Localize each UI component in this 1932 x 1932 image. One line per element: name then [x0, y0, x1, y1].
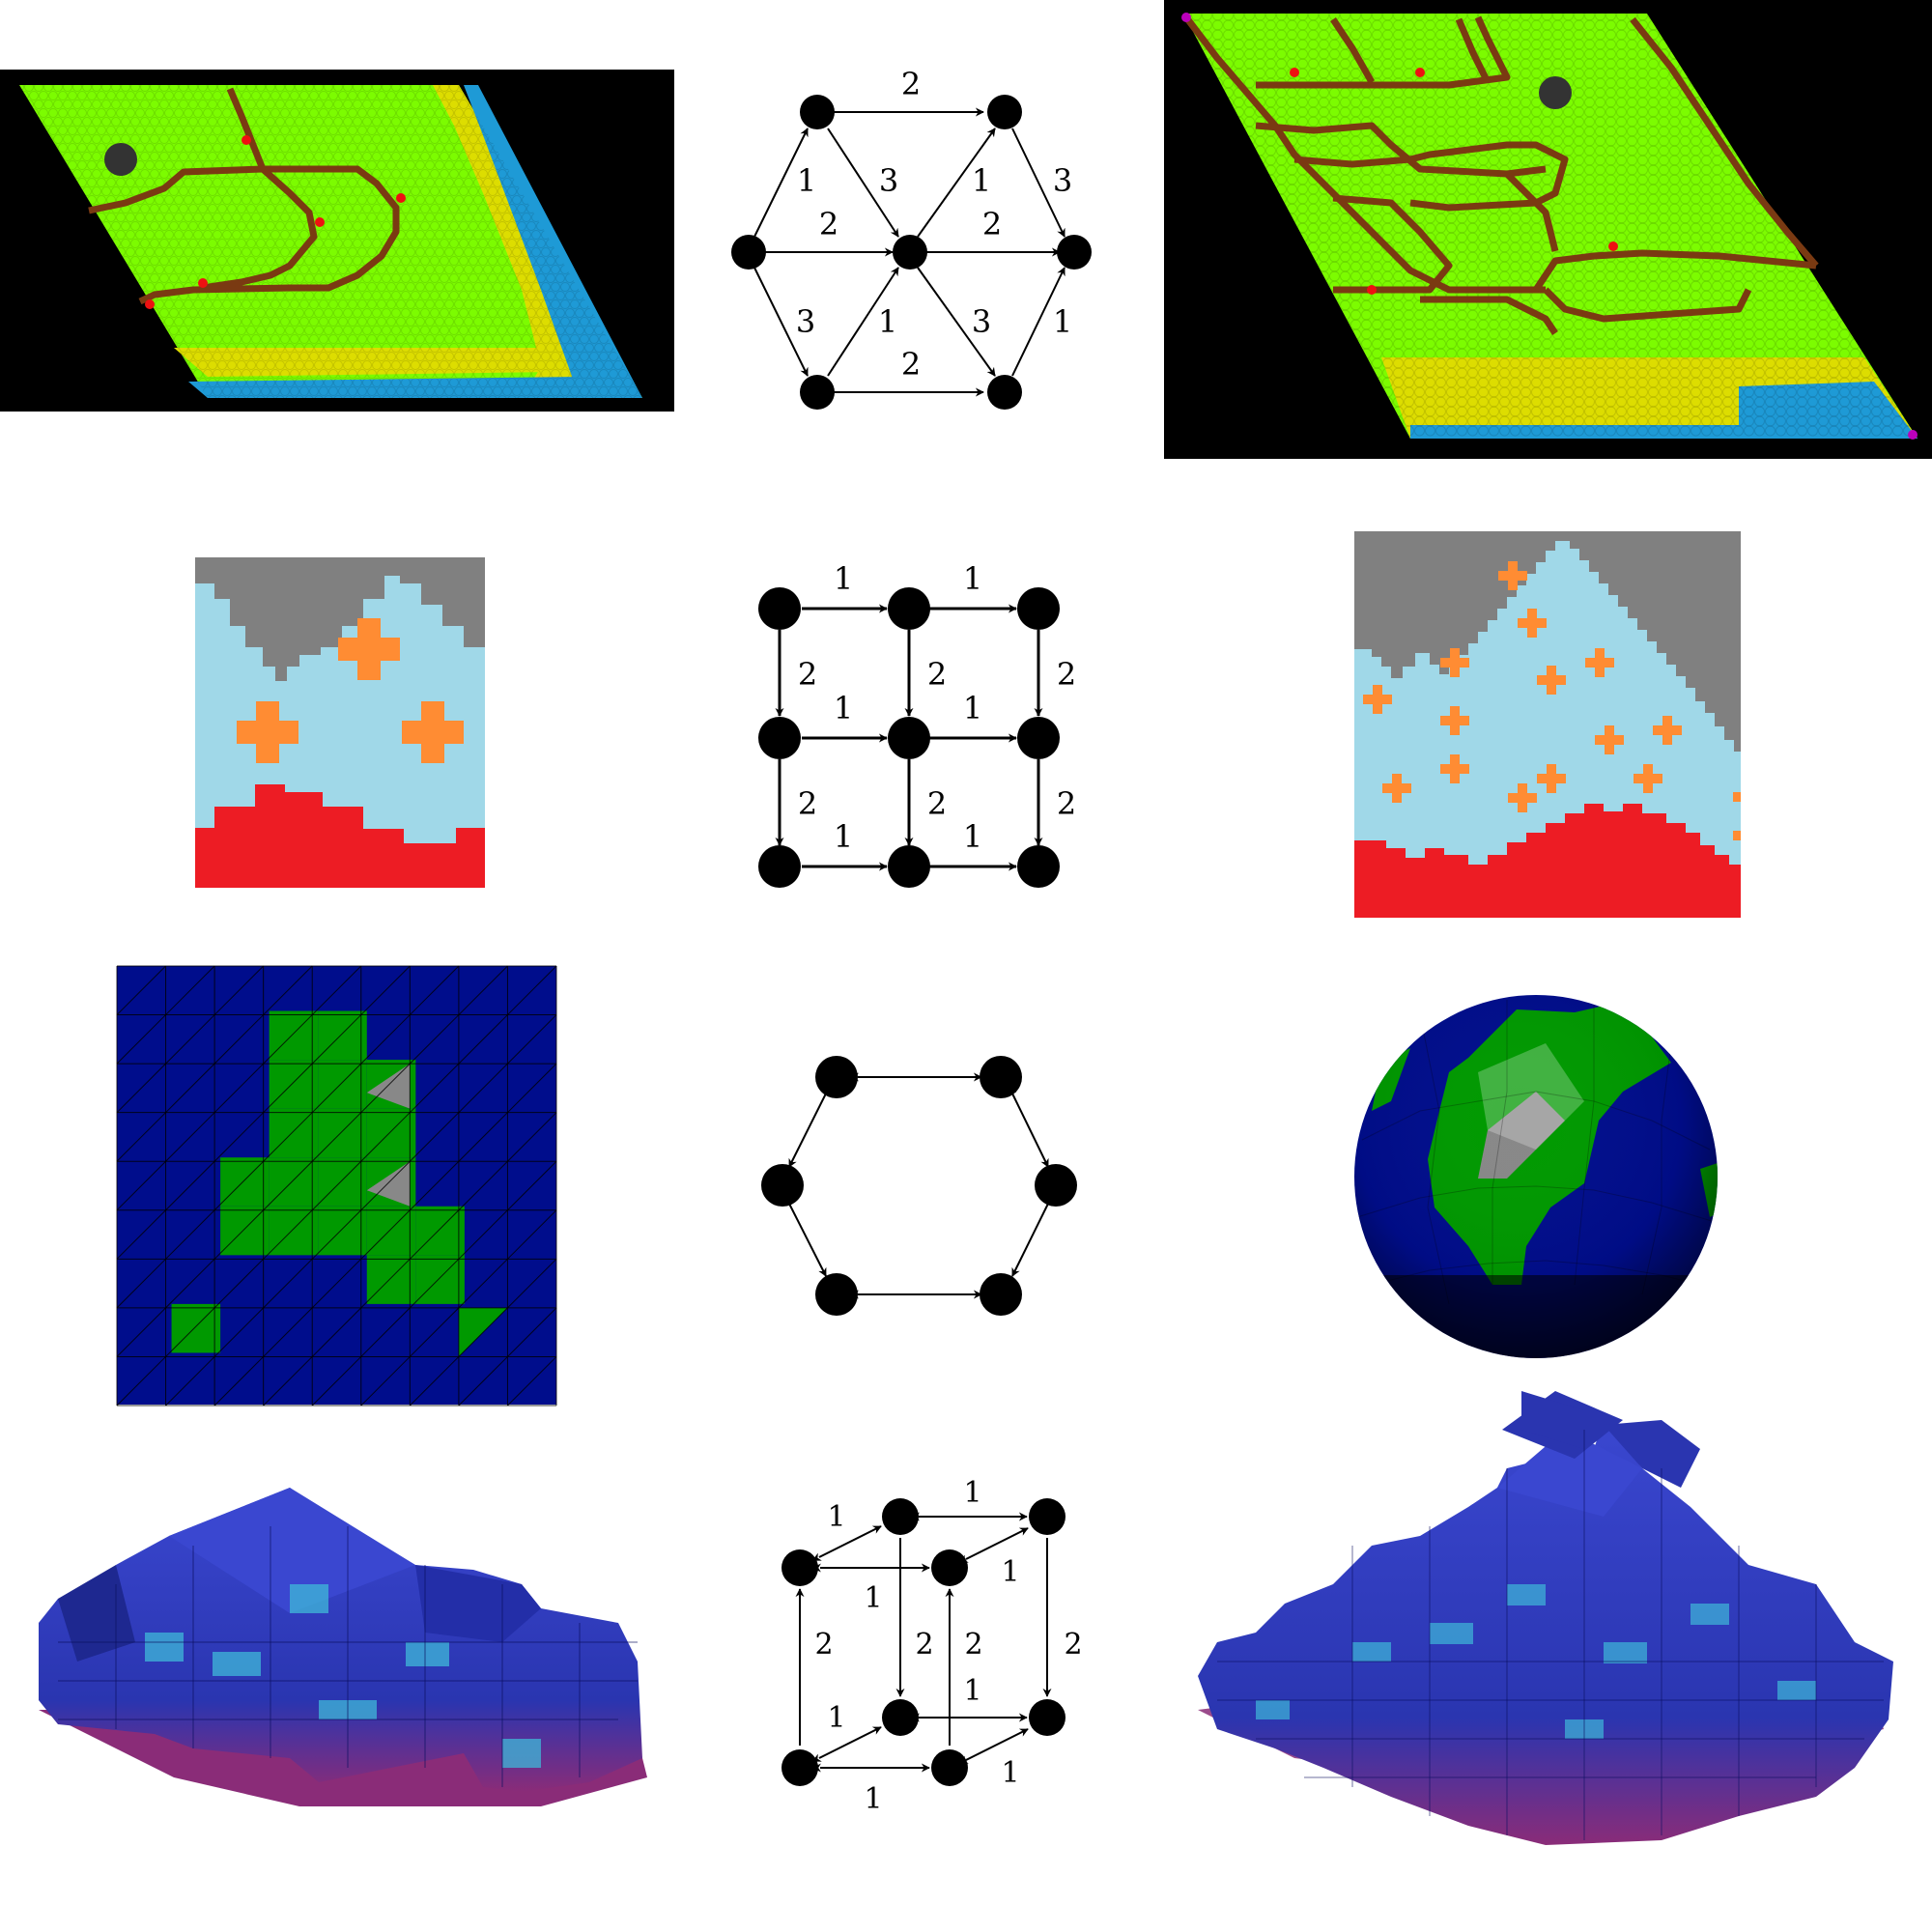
graph-node: [1035, 1164, 1077, 1207]
cycle-graph: [761, 1056, 1077, 1316]
graph-edge: [917, 128, 996, 238]
edge-label: 3: [1053, 162, 1072, 199]
edge-label: 1: [1001, 1555, 1019, 1589]
graph-edge: [1009, 1086, 1049, 1168]
edge-label: 2: [927, 785, 947, 822]
edge-label: 1: [1053, 303, 1072, 340]
hex-map-left: [0, 70, 674, 412]
graph-node: [882, 1498, 919, 1535]
edge-label: 2: [798, 656, 817, 693]
graph-node: [781, 1549, 818, 1586]
edge-label: 1: [834, 818, 853, 855]
graph-edge: [811, 1726, 882, 1762]
graph-node: [888, 845, 930, 888]
edge-label: 2: [1064, 1628, 1082, 1662]
hex-map-right: [1164, 0, 1932, 459]
edge-label: 1: [827, 1500, 845, 1534]
triangle-grid-map: [116, 965, 557, 1406]
graph-node: [758, 845, 801, 888]
graph-edge: [827, 267, 899, 377]
square-map-right: [1354, 531, 1741, 918]
edge-label: 1: [864, 1581, 882, 1615]
edge-label: 2: [927, 656, 947, 693]
edge-label: 3: [879, 162, 898, 199]
edge-label: 1: [963, 690, 982, 726]
edge-label: 3: [972, 303, 991, 340]
graph-node: [1017, 717, 1060, 759]
graph-node: [815, 1056, 858, 1098]
edge-label: 1: [1001, 1756, 1019, 1790]
graph-node: [815, 1273, 858, 1316]
graph-node: [987, 375, 1022, 410]
edge-label: 2: [814, 1628, 833, 1662]
edge-label: 2: [915, 1628, 933, 1662]
voxel-structure-right: [1198, 1391, 1893, 1845]
graph-node: [1029, 1699, 1065, 1736]
graph-node: [731, 235, 766, 270]
graph-node: [980, 1056, 1022, 1098]
graph-node: [1029, 1498, 1065, 1535]
edge-label: 2: [964, 1628, 982, 1662]
hex-graph: 2 1 3 1 3 2 2 3 1 3 1 2: [731, 66, 1092, 410]
graph-edge: [1011, 267, 1065, 377]
edge-label: 2: [798, 785, 817, 822]
edge-label: 1: [864, 1782, 882, 1816]
graph-edge: [958, 1527, 1029, 1563]
graph-node: [781, 1749, 818, 1786]
graph-node: [761, 1164, 804, 1207]
graph-node: [1017, 587, 1060, 630]
graph-node: [758, 717, 801, 759]
graph-edge: [1011, 1196, 1052, 1277]
graph-edge: [917, 267, 996, 377]
edge-label: 1: [834, 560, 853, 597]
edge-label: 3: [796, 303, 815, 340]
edge-label: 2: [982, 206, 1002, 242]
graph-edge: [1011, 128, 1065, 238]
edge-label: 1: [827, 1701, 845, 1735]
graph-edge: [811, 1525, 882, 1561]
graph-edge: [785, 1196, 827, 1277]
edge-label: 1: [963, 1476, 981, 1510]
edge-label: 2: [1057, 785, 1076, 822]
cube-graph: 1 1 1 1 2 2 2 2 1 1 1 1: [781, 1476, 1083, 1816]
graph-node: [931, 1549, 968, 1586]
graph-node: [888, 587, 930, 630]
graph-node: [800, 95, 835, 129]
graph-node: [987, 95, 1022, 129]
sphere-map: [1354, 995, 1718, 1358]
graph-node: [1017, 845, 1060, 888]
graph-node: [882, 1699, 919, 1736]
edge-label: 2: [819, 206, 838, 242]
graph-node: [758, 587, 801, 630]
graph-node: [1057, 235, 1092, 270]
graph-edge: [788, 1086, 830, 1168]
voxel-structure-left: [39, 1488, 647, 1806]
graph-edge: [753, 128, 809, 238]
edge-label: 1: [878, 303, 897, 340]
edge-label: 1: [963, 818, 982, 855]
edge-label: 1: [972, 162, 991, 199]
edge-label: 2: [901, 346, 921, 383]
edge-label: 2: [901, 66, 921, 102]
graph-node: [893, 235, 927, 270]
edge-label: 1: [797, 162, 816, 199]
square-map-left: [195, 557, 485, 888]
edge-label: 1: [963, 560, 982, 597]
edge-label: 1: [834, 690, 853, 726]
graph-edge: [827, 128, 899, 238]
edge-label: 1: [963, 1674, 981, 1708]
graph-node: [800, 375, 835, 410]
square-graph: 1 1 2 2 2 1 1 2 2 2 1 1: [758, 560, 1076, 888]
graph-edge: [958, 1728, 1029, 1764]
edge-label: 2: [1057, 656, 1076, 693]
graph-node: [931, 1749, 968, 1786]
graph-edge: [753, 267, 809, 377]
graph-node: [888, 717, 930, 759]
graph-node: [980, 1273, 1022, 1316]
